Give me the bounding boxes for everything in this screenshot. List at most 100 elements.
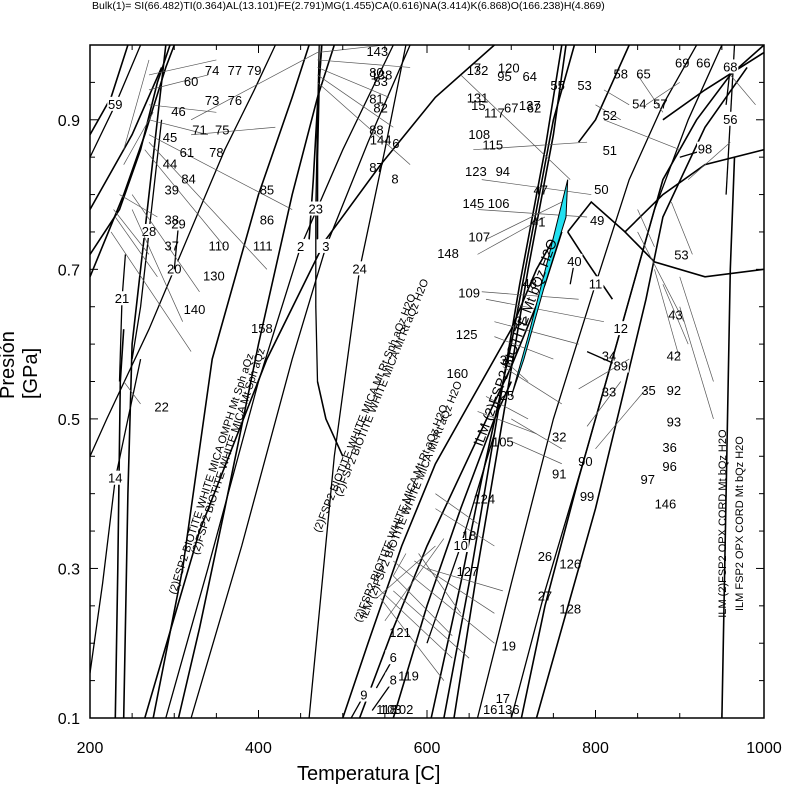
assemblage-label: (2)FSP2 BIOTITE WHITE MICA Mt Sph aQz bbox=[190, 347, 268, 556]
y-tick-label: 0.9 bbox=[58, 113, 80, 130]
label-leader-line bbox=[435, 508, 495, 547]
label-leader-line bbox=[679, 276, 714, 382]
field-label: 67 bbox=[504, 100, 518, 115]
isopleth-label: 21 bbox=[115, 291, 129, 306]
field-label: 91 bbox=[552, 467, 566, 482]
isopleth-label-bg bbox=[587, 276, 604, 291]
isopleth-label: 24 bbox=[352, 261, 366, 276]
phase-boundary-line bbox=[316, 381, 344, 457]
isopleth-label-bg bbox=[612, 321, 629, 336]
field-label: 35 bbox=[641, 383, 655, 398]
isopleth-label-bg bbox=[140, 223, 157, 238]
label-leader-line bbox=[414, 560, 495, 614]
field-label: 99 bbox=[580, 489, 594, 504]
label-leader-line bbox=[123, 59, 150, 150]
field-label: 117 bbox=[484, 106, 505, 121]
label-leader-line bbox=[662, 284, 689, 345]
label-leader-line bbox=[148, 134, 293, 210]
label-leader-line bbox=[393, 590, 470, 659]
label-leader-line bbox=[730, 74, 756, 106]
y-axis-label: Presión [GPa] bbox=[0, 331, 42, 399]
field-label: 64 bbox=[523, 69, 537, 84]
field-label: 108 bbox=[468, 127, 490, 142]
field-label: 6 bbox=[392, 136, 399, 151]
field-label: 32 bbox=[552, 429, 566, 444]
field-label: 148 bbox=[437, 246, 459, 261]
label-leaders bbox=[110, 45, 756, 681]
label-leader-line bbox=[317, 59, 411, 68]
field-label: 105 bbox=[492, 435, 514, 450]
phase-boundary-line bbox=[577, 45, 630, 143]
label-leader-line bbox=[481, 291, 579, 300]
isopleth-label-bg bbox=[307, 201, 324, 216]
field-label: 75 bbox=[215, 123, 229, 138]
phase-boundary-line bbox=[122, 45, 167, 718]
y-tick-label: 0.5 bbox=[58, 412, 80, 429]
label-leader-line bbox=[645, 82, 680, 106]
label-leader-line bbox=[393, 575, 453, 636]
field-label: 42 bbox=[667, 349, 681, 364]
phase-boundary-line bbox=[114, 329, 125, 718]
isopleth-label-bg bbox=[722, 111, 739, 126]
field-label: 107 bbox=[468, 230, 490, 245]
label-leader-line bbox=[477, 216, 546, 255]
field-label: 90 bbox=[578, 454, 592, 469]
isopleth-line bbox=[173, 224, 180, 270]
label-leader-line bbox=[119, 194, 158, 218]
field-label: 8 bbox=[391, 171, 398, 186]
label-leader-line bbox=[393, 560, 495, 644]
field-label: 106 bbox=[488, 196, 510, 211]
isopleth-label: 3 bbox=[322, 239, 329, 254]
label-leader-line bbox=[586, 381, 622, 427]
field-label: 86 bbox=[260, 212, 274, 227]
x-tick-label: 800 bbox=[582, 740, 609, 757]
field-label: 22 bbox=[154, 399, 168, 414]
field-label: 144 bbox=[370, 132, 392, 147]
field-label: 55 bbox=[550, 78, 564, 93]
field-label: 65 bbox=[636, 67, 650, 82]
field-label: 145 bbox=[462, 196, 484, 211]
label-leader-line bbox=[485, 201, 562, 240]
phase-boundary-line bbox=[567, 148, 764, 233]
label-leader-line bbox=[148, 141, 268, 270]
field-label: 46 bbox=[171, 104, 185, 119]
field-label: 43 bbox=[668, 307, 682, 322]
label-leader-line bbox=[671, 201, 693, 255]
field-label: 7 bbox=[474, 61, 481, 76]
label-leader-line bbox=[317, 45, 385, 53]
label-leader-line bbox=[473, 141, 588, 151]
isopleth-line bbox=[90, 358, 142, 674]
isopleth-line bbox=[118, 254, 127, 382]
field-label: 110 bbox=[209, 239, 230, 254]
label-leader-line bbox=[190, 52, 318, 121]
isopleth-label: 68 bbox=[723, 59, 737, 74]
field-label: 120 bbox=[498, 61, 520, 76]
field-label: 78 bbox=[209, 145, 223, 160]
field-label: 138 bbox=[371, 67, 393, 82]
label-leader-line bbox=[148, 59, 217, 76]
isopleth-label: 56 bbox=[723, 112, 737, 127]
field-label: 71 bbox=[192, 123, 206, 138]
field-label: 127 bbox=[457, 564, 479, 579]
field-label: 27 bbox=[538, 589, 552, 604]
y-tick-label: 0.3 bbox=[58, 561, 80, 578]
field-label: 45 bbox=[163, 130, 177, 145]
label-leader-line bbox=[110, 231, 192, 352]
label-leader-line bbox=[494, 336, 554, 360]
field-label: 126 bbox=[559, 556, 581, 571]
field-label: 26 bbox=[538, 549, 552, 564]
phase-boundary-line bbox=[316, 45, 323, 240]
field-label: 143 bbox=[366, 44, 388, 59]
field-label: 41 bbox=[531, 215, 545, 230]
isopleth-label: 9 bbox=[360, 688, 367, 703]
label-leader-line bbox=[637, 231, 685, 322]
label-leader-line bbox=[426, 568, 503, 592]
isopleth-label-bg bbox=[355, 687, 372, 702]
phase-boundary-line bbox=[90, 45, 171, 255]
label-leader-line bbox=[123, 381, 141, 405]
field-label: 61 bbox=[180, 145, 194, 160]
label-leader-line bbox=[679, 306, 714, 419]
isopleth-label-bg bbox=[170, 216, 187, 231]
label-leader-line bbox=[317, 74, 394, 128]
